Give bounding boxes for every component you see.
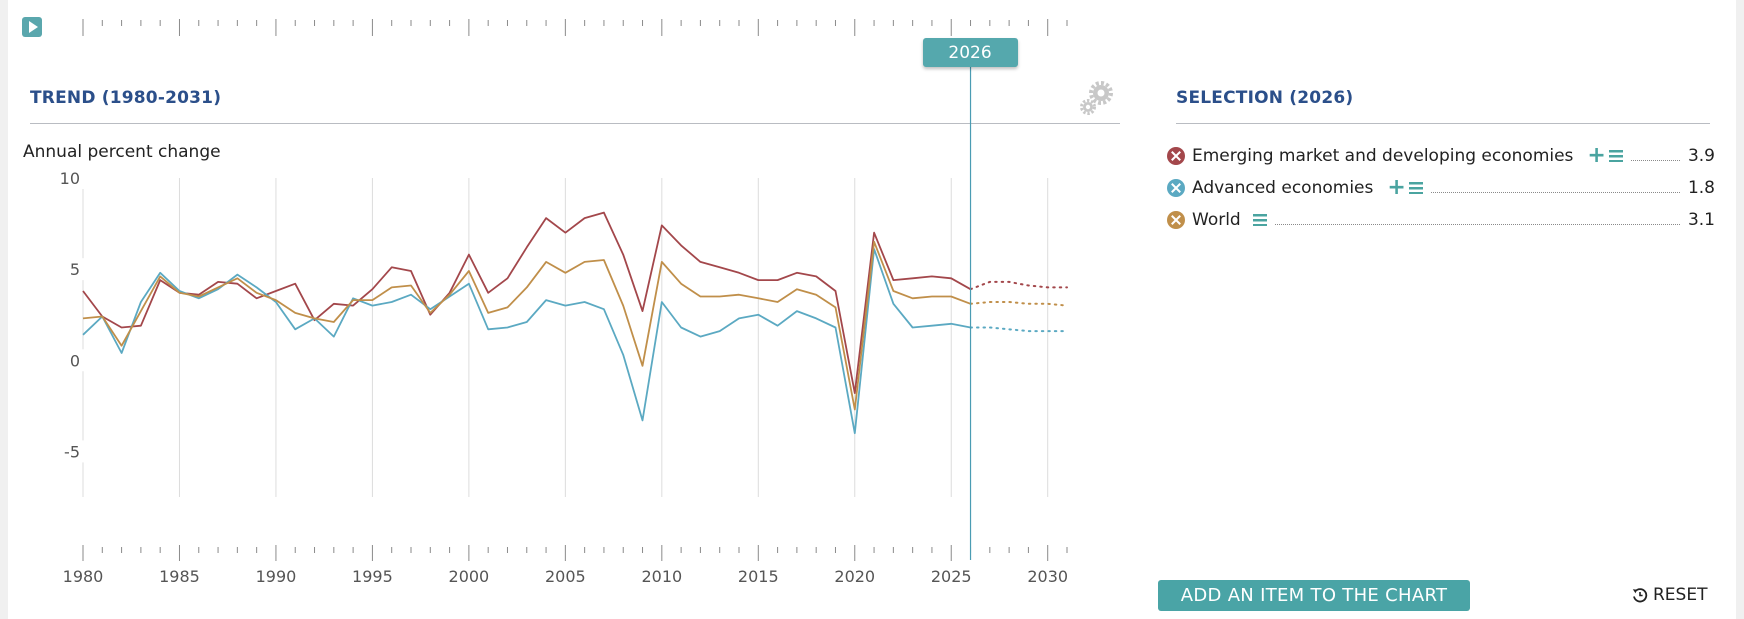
y-axis-label: Annual percent change [23,142,221,162]
legend-label: World [1192,210,1241,230]
x-axis: 1980 1985 1990 1995 2000 2005 2010 2015 2020 2025… [63,545,1068,586]
x-tick-label: 2000 [449,567,490,586]
y-tick-bg [62,440,84,463]
play-button[interactable] [22,17,42,37]
selection-title: SELECTION (2026) [1176,88,1354,108]
series-projection-line [969,326,1068,333]
series-projection-line [969,280,1068,291]
legend-value: 3.1 [1687,210,1715,230]
reset-label: RESET [1653,585,1708,605]
x-tick-label: 2025 [931,567,972,586]
grid [82,178,1049,497]
series-projection-line [969,301,1068,307]
legend-label: Advanced economies [1192,178,1374,198]
menu-icon[interactable] [1608,150,1623,162]
x-tick-label: 1995 [352,567,393,586]
leader-dots [1274,223,1680,225]
trend-title: TREND (1980-2031) [30,88,222,108]
y-tick-label: -5 [64,442,80,461]
x-tick-label: 1990 [256,567,297,586]
y-tick-bg [62,167,84,189]
y-tick-label: 10 [60,169,80,188]
leader-dots [1430,191,1680,193]
x-tick-label: 1980 [63,567,104,586]
x-tick-label: 2010 [641,567,682,586]
x-tick-label: 2030 [1027,567,1068,586]
panel [8,0,1736,619]
legend-item: Emerging market and developing economies… [1167,144,1715,168]
series-line [82,240,971,411]
y-tick-bg [62,258,84,281]
x-tick-label: 2005 [545,567,586,586]
x-tick-label: 1985 [159,567,200,586]
reset-icon [1632,588,1648,603]
legend-label: Emerging market and developing economies [1192,146,1574,166]
y-tick-bg [62,349,84,372]
legend-value: 3.9 [1687,146,1715,166]
x-tick-label: 2020 [834,567,875,586]
timeline-slider [82,19,1068,560]
series-line [82,248,971,435]
selection-divider [1176,123,1710,124]
x-tick-label: 2015 [738,567,779,586]
menu-icon[interactable] [1252,214,1267,226]
add-item-button[interactable]: ADD AN ITEM TO THE CHART [1158,580,1470,611]
series [82,211,1068,435]
series-line [82,211,971,395]
y-tick-label: 0 [70,351,80,370]
legend-value: 1.8 [1687,178,1715,198]
legend-item: Advanced economies + 1.8 [1167,176,1715,200]
play-icon [29,21,38,33]
reset-button[interactable]: RESET [1631,583,1707,607]
menu-icon[interactable] [1408,182,1423,194]
trend-divider [30,123,1120,124]
close-icon[interactable] [1167,211,1185,229]
close-icon[interactable] [1167,179,1185,197]
y-tick-label: 5 [70,260,80,279]
selected-year-marker[interactable]: 2026 [922,38,1018,67]
plus-icon[interactable]: + [1387,175,1406,200]
plus-icon[interactable]: + [1587,143,1606,168]
leader-dots [1630,159,1680,161]
close-icon[interactable] [1167,147,1185,165]
legend-item: World 3.1 [1167,208,1715,232]
gear-icon[interactable] [1078,80,1114,116]
y-ticks: 10 5 0 -5 [60,167,84,463]
